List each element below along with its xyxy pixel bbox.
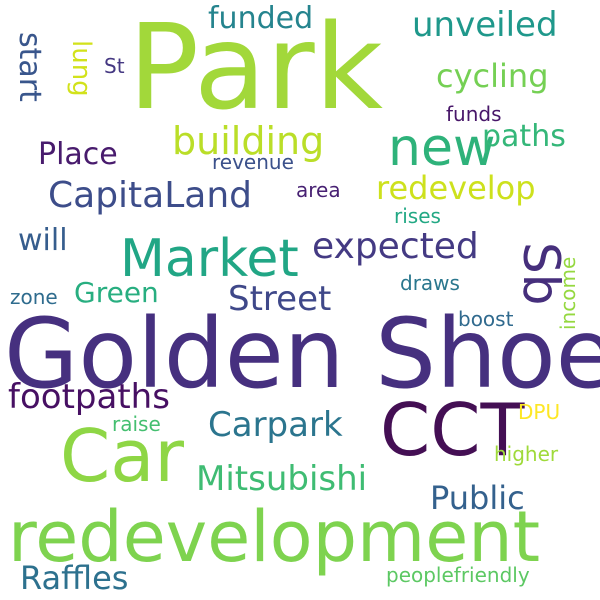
word-street: Street	[228, 279, 332, 319]
word-st: St	[104, 54, 125, 78]
word-building: building	[172, 119, 325, 163]
word-redevelopment: redevelopment	[8, 496, 541, 578]
word-area: area	[296, 178, 341, 202]
word-green: Green	[74, 276, 159, 309]
word-redevelop: redevelop	[376, 169, 536, 207]
word-peoplefriendly: peoplefriendly	[386, 563, 530, 587]
word-capitaland: CapitaLand	[48, 175, 253, 216]
word-lung: lung	[66, 40, 96, 97]
word-golden-shoe: Golden Shoe	[4, 298, 600, 410]
word-revenue: revenue	[212, 150, 294, 174]
word-dpu: DPU	[518, 400, 561, 424]
word-raise: raise	[112, 412, 161, 436]
word-raffles: Raffles	[20, 559, 129, 597]
word-higher: higher	[494, 442, 559, 466]
word-mitsubishi: Mitsubishi	[196, 459, 368, 499]
word-market: Market	[120, 229, 299, 289]
word-place: Place	[38, 137, 118, 172]
word-start: start	[12, 32, 47, 102]
word-funded: funded	[208, 1, 314, 36]
word-draws: draws	[400, 271, 460, 295]
word-funds: funds	[446, 102, 502, 126]
word-expected: expected	[312, 226, 479, 267]
word-public: Public	[430, 479, 525, 517]
word-car: Car	[60, 414, 184, 498]
word-paths: paths	[482, 119, 566, 154]
word-will: will	[18, 223, 68, 258]
word-cycling: cycling	[436, 57, 549, 95]
word-new: new	[388, 118, 496, 178]
word-park: Park	[128, 0, 384, 136]
word-carpark: Carpark	[208, 405, 343, 445]
word-cct: CCT	[380, 388, 525, 472]
word-unveiled: unveiled	[412, 5, 558, 45]
word-rises: rises	[394, 204, 441, 228]
word-footpaths: footpaths	[8, 377, 170, 417]
word-boost: boost	[458, 307, 514, 331]
word-zone: zone	[10, 285, 58, 309]
word-income: income	[556, 256, 580, 330]
